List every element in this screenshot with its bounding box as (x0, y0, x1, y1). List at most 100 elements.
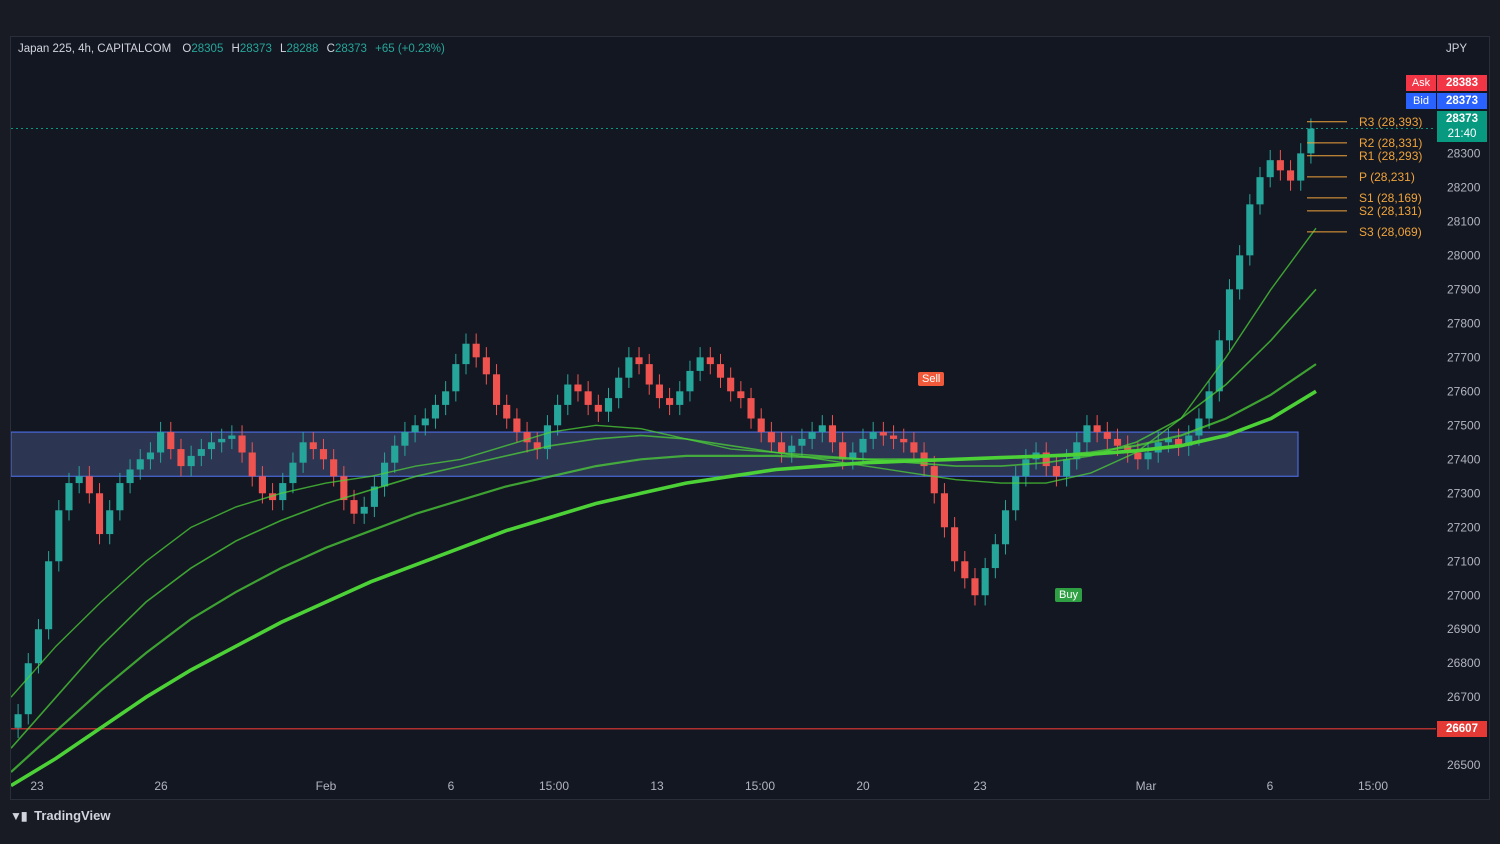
candle-body (889, 435, 898, 439)
candle-body (1073, 442, 1081, 460)
open-label: O (182, 43, 192, 55)
candle-body (859, 438, 867, 453)
pivot-level-label: S1 (28,169) (1359, 191, 1422, 205)
candle-body (1113, 438, 1122, 446)
candle-body (421, 418, 429, 426)
sell-signal: Sell (918, 372, 945, 386)
last-price-tag: 28373 (1437, 111, 1487, 127)
candle-body (513, 418, 521, 433)
candle-body (85, 476, 93, 494)
candle-body (462, 343, 470, 365)
price-chart[interactable]: 2850028300282002810028000279002780027700… (11, 37, 1491, 801)
candle-body (1052, 466, 1060, 477)
candle-body (951, 527, 959, 562)
change-value: +65 (+0.23%) (375, 43, 445, 55)
candle-body (370, 486, 378, 507)
candle-body (523, 432, 531, 443)
time-axis-tick: 6 (448, 779, 455, 793)
candle-body (808, 432, 816, 439)
candle-body (839, 442, 847, 460)
time-axis-tick: 20 (856, 779, 870, 793)
candle-body (55, 510, 63, 562)
symbol-legend: Japan 225, 4h, CAPITALCOM O28305 H28373 … (18, 43, 450, 55)
close-label: C (326, 43, 335, 55)
candle-body (1093, 425, 1101, 433)
candle-body (828, 425, 837, 443)
low-value: 28288 (286, 43, 319, 55)
price-axis-tick: 26800 (1447, 656, 1481, 670)
candle-body (238, 435, 246, 453)
candle-body (146, 452, 154, 460)
candle-body (1175, 438, 1183, 446)
candle-body (1266, 160, 1274, 178)
candle-body (228, 435, 236, 439)
candle-body (330, 459, 338, 477)
candle-body (940, 493, 949, 528)
pivot-level-label: R3 (28,393) (1359, 115, 1422, 129)
candle-body (716, 364, 725, 378)
candle-body (218, 438, 226, 443)
candle-body (1307, 128, 1315, 154)
low-label: L (280, 43, 287, 55)
time-axis-tick: 15:00 (1358, 779, 1388, 793)
pivot-level-label: R2 (28,331) (1359, 136, 1422, 150)
candle-body (442, 391, 450, 405)
candle-body (655, 384, 663, 399)
candle-body (1103, 432, 1111, 439)
price-axis-tick: 28000 (1447, 248, 1481, 262)
candle-body (991, 544, 999, 569)
candle-body (584, 391, 592, 405)
time-axis-tick: 15:00 (539, 779, 569, 793)
candle-body (625, 357, 633, 378)
high-label: H (231, 43, 240, 55)
candle-body (594, 404, 602, 412)
price-axis-tick: 28300 (1447, 146, 1481, 160)
chart-frame[interactable]: 2850028300282002810028000279002780027700… (10, 36, 1490, 800)
time-axis-tick: 26 (154, 779, 168, 793)
candle-body (696, 357, 704, 371)
time-axis-tick: Feb (316, 779, 337, 793)
candle-body (543, 425, 551, 450)
candle-body (116, 483, 124, 511)
candle-body (319, 449, 328, 460)
close-value: 28373 (334, 43, 367, 55)
candle-body (767, 432, 775, 443)
moving-average-line (11, 288, 1317, 749)
ask-label: Ask (1406, 75, 1436, 91)
candle-body (269, 493, 277, 501)
candle-body (45, 561, 53, 630)
candle-body (666, 398, 674, 405)
candle-body (289, 462, 297, 484)
candle-body (798, 438, 806, 446)
candle-body (106, 510, 114, 535)
pivot-level-label: S3 (28,069) (1359, 225, 1422, 239)
candle-body (971, 578, 979, 596)
candle-body (1195, 418, 1203, 436)
candle-body (1256, 177, 1264, 205)
candle-body (737, 391, 745, 399)
time-axis-tick: 23 (973, 779, 987, 793)
candle-body (187, 455, 195, 467)
candle-body (676, 391, 684, 405)
candle-body (686, 370, 694, 392)
candle-body (14, 714, 22, 728)
brand-name: TradingView (34, 808, 111, 823)
pivot-level-label: P (28,231) (1359, 170, 1415, 184)
price-axis-tick: 27600 (1447, 384, 1481, 398)
price-axis-tick: 27400 (1447, 452, 1481, 466)
tradingview-branding[interactable]: ▼▮ TradingView (10, 808, 110, 823)
candle-body (391, 445, 399, 463)
candle-body (472, 343, 480, 358)
open-value: 28305 (191, 43, 224, 55)
support-price-tag: 26607 (1437, 721, 1487, 737)
time-axis-tick: 13 (650, 779, 664, 793)
candle-body (1124, 445, 1132, 453)
candle-body (635, 357, 643, 365)
candle-body (1012, 476, 1020, 511)
candle-body (299, 442, 307, 463)
price-axis-tick: 26500 (1447, 758, 1481, 772)
candle-body (900, 438, 908, 443)
candle-body (360, 506, 368, 514)
candle-body (1205, 391, 1213, 419)
candle-body (747, 398, 755, 419)
